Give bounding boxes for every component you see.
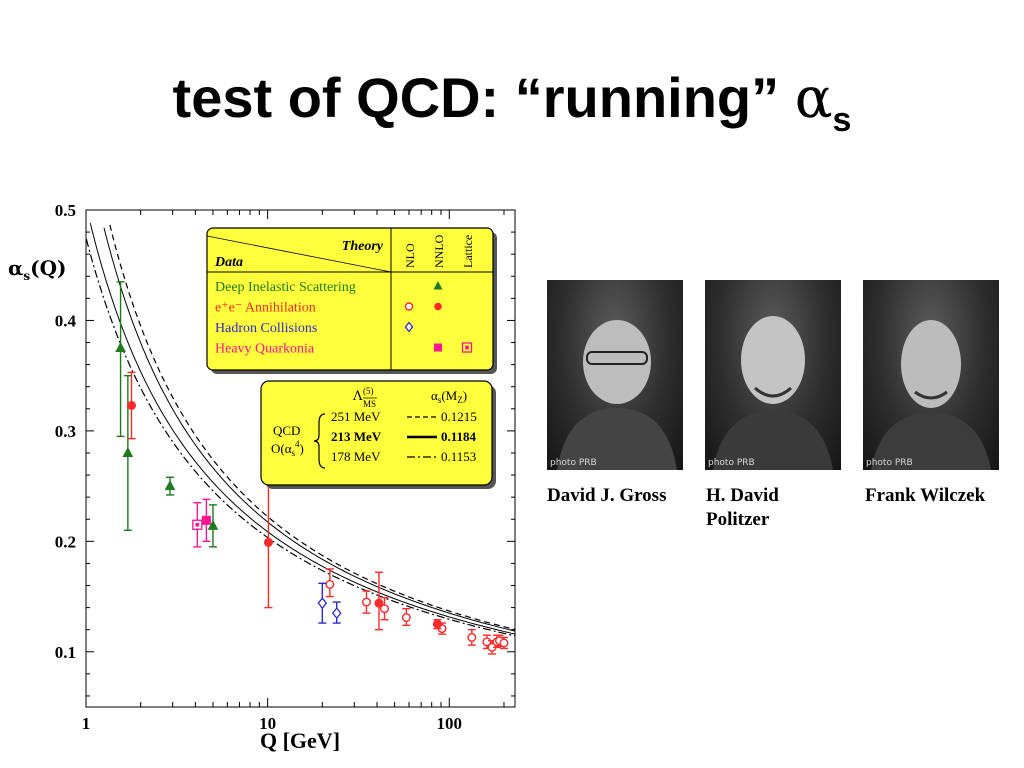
caption-line: H. David <box>706 485 779 506</box>
photo-credit: photo PRB <box>550 458 597 468</box>
x-axis-label: Q [GeV] <box>260 728 340 753</box>
legend-marker <box>404 321 414 333</box>
data-point <box>207 519 219 530</box>
legend-row-label: e⁺e⁻ Annihilation <box>215 301 316 316</box>
legend-header-theory: Theory <box>342 239 384 254</box>
data-point <box>263 537 273 547</box>
data-point <box>432 619 442 629</box>
y-tick-label: 0.2 <box>55 532 76 551</box>
fit-lambda-value: 178 MeV <box>331 449 381 464</box>
qcd-curve <box>89 222 516 635</box>
legend-column-header: Lattice <box>461 235 475 268</box>
y-tick-label: 0.4 <box>55 311 77 330</box>
legend-row-label: Deep Inelastic Scattering <box>215 280 356 295</box>
fit-group-label: QCD <box>273 423 300 438</box>
alpha-symbol: α <box>794 66 833 131</box>
qcd-curve <box>85 239 516 637</box>
data-point <box>126 400 136 410</box>
legend-marker-inner <box>465 345 469 350</box>
x-tick-label: 100 <box>437 714 463 733</box>
legend-box: Theory Data NLO NNLO Lattice Deep Inelastic S… <box>206 227 497 374</box>
fit-alpha-value: 0.1215 <box>441 409 477 424</box>
photo-credit: photo PRB <box>708 458 755 468</box>
legend-background <box>206 227 494 371</box>
photo-david-politzer: photo PRB <box>705 280 841 470</box>
fit-alpha-value: 0.1153 <box>441 449 476 464</box>
legend-column-header: NNLO <box>432 234 446 268</box>
data-point <box>325 579 335 589</box>
legend-header-data: Data <box>214 255 243 270</box>
photo-credit: photo PRB <box>866 458 913 468</box>
caption-line: Frank Wilczek <box>865 485 986 506</box>
data-point <box>201 515 211 525</box>
caption-politzer: H. David Politzer <box>706 484 779 532</box>
data-point <box>467 632 477 642</box>
data-point <box>115 341 126 353</box>
data-point <box>317 597 328 610</box>
y-tick-label: 0.5 <box>55 201 76 220</box>
portrait-silhouette-icon <box>713 316 833 470</box>
photo-david-gross: photo PRB <box>547 280 683 470</box>
x-tick-label: 1 <box>82 714 91 733</box>
data-point <box>374 598 384 608</box>
legend-row-label: Hadron Collisions <box>215 321 317 336</box>
data-point <box>401 613 411 623</box>
slide-title: test of QCD: “running” αs <box>0 62 1024 156</box>
y-tick-label: 0.1 <box>55 643 76 662</box>
slide-title-text: test of QCD: “running” <box>172 66 795 129</box>
data-point <box>122 446 134 457</box>
qcd-curve <box>109 224 516 631</box>
data-point <box>499 638 509 648</box>
y-tick-label: 0.3 <box>55 422 76 441</box>
caption-line: Politzer <box>706 509 770 530</box>
plot-frame <box>85 209 516 708</box>
fit-lambda-value: 213 MeV <box>331 429 382 444</box>
legend-column-header: NLO <box>403 243 417 268</box>
data-point <box>482 637 492 647</box>
legend-marker <box>434 302 442 311</box>
y-axis-label: αs(Q) <box>8 256 67 283</box>
fit-lambda-subscript: MS <box>363 399 376 409</box>
legend-row-label: Heavy Quarkonia <box>215 342 315 357</box>
data-point <box>164 480 176 491</box>
legend-diagonal <box>206 235 392 273</box>
legend-marker <box>434 343 442 352</box>
caption-wilczek: Frank Wilczek <box>865 484 985 508</box>
legend-marker <box>404 302 414 311</box>
fit-brace <box>313 413 326 469</box>
alpha-subscript: s <box>832 101 852 139</box>
fit-group-label: O(αs4) <box>271 439 304 458</box>
photo-frank-wilczek: photo PRB <box>863 280 999 470</box>
portrait-silhouette-icon <box>557 320 677 470</box>
alpha-s-chart: 0.1 0.2 0.3 0.4 0.5 1 10 100 αs(Q) Q [GeV] Theory D… <box>0 200 530 768</box>
data-point <box>331 607 342 620</box>
portrait-silhouette-icon <box>871 320 991 470</box>
legend-marker <box>433 281 443 290</box>
fit-lambda-header: Λ <box>352 389 363 404</box>
caption-line: David J. Gross <box>547 485 667 506</box>
x-tick-label: 10 <box>259 714 276 733</box>
data-point-inner <box>195 522 200 527</box>
fit-lambda-value: 251 MeV <box>331 409 381 424</box>
data-point <box>361 597 371 607</box>
qcd-curve <box>103 227 516 632</box>
data-point <box>380 604 390 614</box>
fit-alpha-value: 0.1184 <box>441 429 477 444</box>
caption-gross: David J. Gross <box>547 484 666 508</box>
fit-alpha-header: αs(MZ) <box>431 388 467 405</box>
chart-svg: 0.1 0.2 0.3 0.4 0.5 1 10 100 αs(Q) Q [GeV] Theory D… <box>8 201 516 753</box>
fit-lambda-superscript: (5) <box>363 386 374 396</box>
